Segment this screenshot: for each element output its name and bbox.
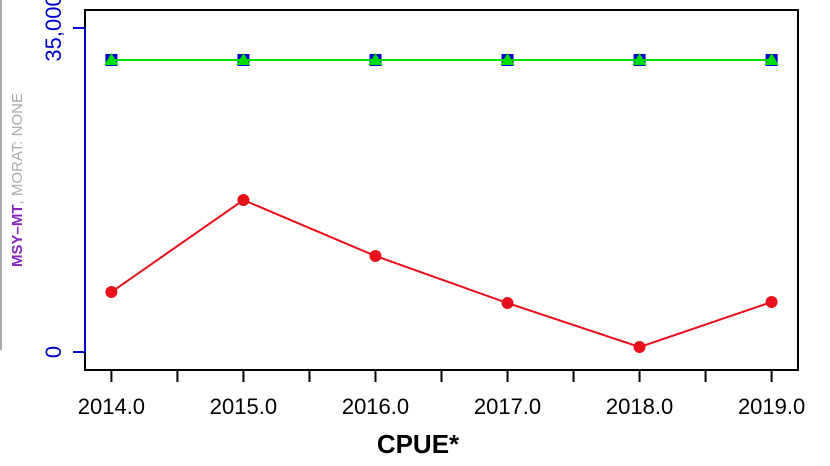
- y-title-part: , MORAT: NONE: [9, 93, 26, 204]
- y-tick-label: 35,000: [41, 0, 66, 62]
- x-tick-label: 2016.0: [342, 394, 409, 419]
- series-line: [110, 198, 772, 349]
- x-tick-label: 2018.0: [606, 394, 673, 419]
- x-tick-label: 2017.0: [474, 394, 541, 419]
- y-tick-label: 0: [41, 346, 66, 358]
- x-tick-label: 2015.0: [210, 394, 277, 419]
- x-tick-label: 2019.0: [738, 394, 805, 419]
- point: [236, 53, 251, 65]
- point: [237, 194, 250, 206]
- point: [105, 286, 118, 299]
- x-tick-label: 2014.0: [78, 394, 145, 419]
- point: [104, 53, 119, 65]
- x-axis-title: CPUE*: [377, 429, 460, 459]
- point: [633, 341, 646, 354]
- y-title-part: MSY–MT: [9, 204, 26, 267]
- point: [501, 297, 514, 310]
- point: [368, 53, 383, 65]
- plot-box: [84, 9, 799, 371]
- point: [764, 53, 779, 65]
- y-axis-title: MSY–MT, MORAT: NONE: [9, 93, 26, 267]
- point: [369, 250, 382, 263]
- point: [765, 296, 778, 309]
- point: [500, 53, 515, 65]
- point: [632, 53, 647, 65]
